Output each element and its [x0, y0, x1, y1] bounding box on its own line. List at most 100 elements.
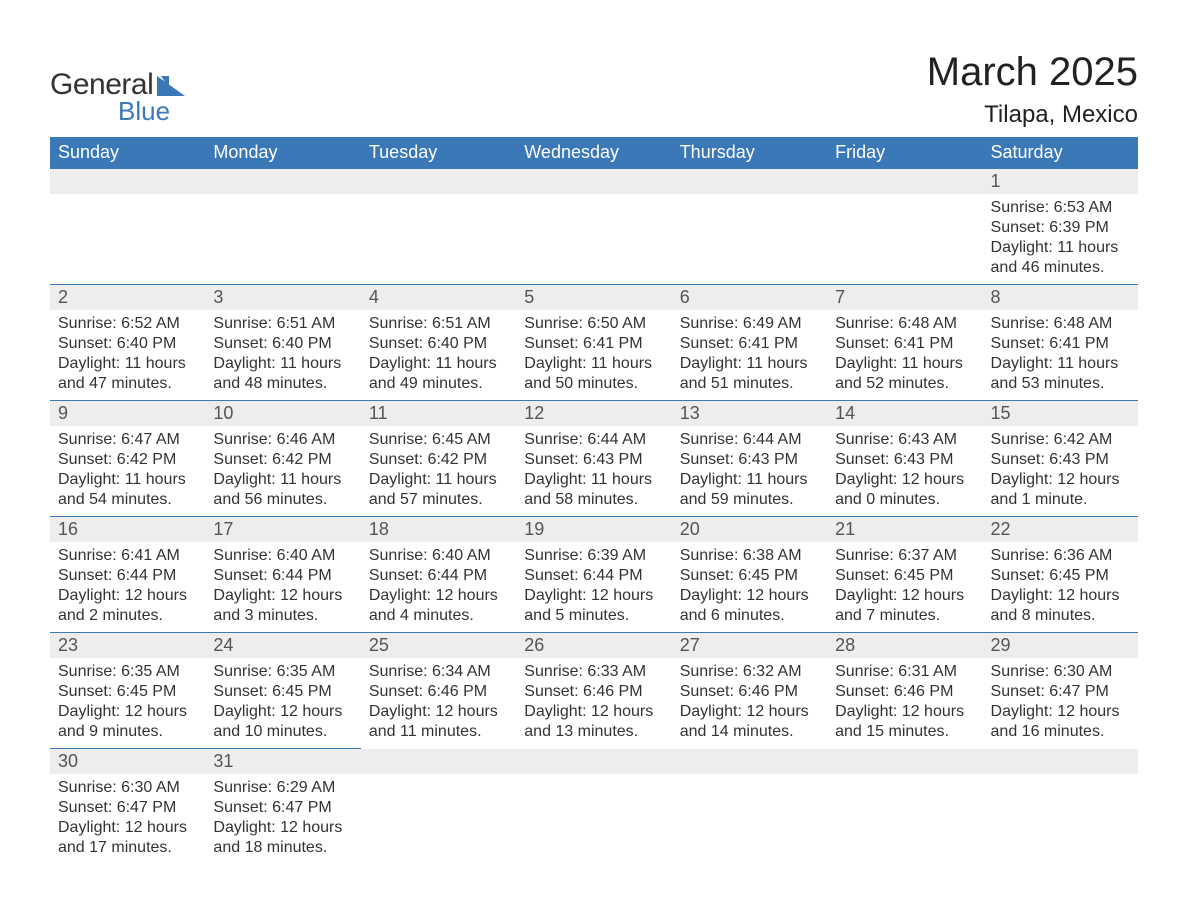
day-number [672, 749, 827, 774]
day-header-thu: Thursday [672, 137, 827, 169]
calendar-cell: 19Sunrise: 6:39 AMSunset: 6:44 PMDayligh… [516, 517, 671, 633]
sunrise-text: Sunrise: 6:44 AM [524, 430, 663, 450]
calendar-cell: 31Sunrise: 6:29 AMSunset: 6:47 PMDayligh… [205, 749, 360, 865]
day-details [361, 194, 516, 282]
day-details: Sunrise: 6:48 AMSunset: 6:41 PMDaylight:… [827, 310, 982, 400]
day-number: 10 [205, 401, 360, 426]
calendar-cell: 14Sunrise: 6:43 AMSunset: 6:43 PMDayligh… [827, 401, 982, 517]
sunset-text: Sunset: 6:45 PM [58, 682, 197, 702]
day-header-fri: Friday [827, 137, 982, 169]
day-details: Sunrise: 6:30 AMSunset: 6:47 PMDaylight:… [50, 774, 205, 864]
logo-text-blue: Blue [118, 96, 185, 127]
calendar-cell: 22Sunrise: 6:36 AMSunset: 6:45 PMDayligh… [983, 517, 1138, 633]
daylight-text: Daylight: 11 hours and 59 minutes. [680, 470, 819, 510]
sunrise-text: Sunrise: 6:53 AM [991, 198, 1130, 218]
sunrise-text: Sunrise: 6:35 AM [58, 662, 197, 682]
sunrise-text: Sunrise: 6:36 AM [991, 546, 1130, 566]
daylight-text: Daylight: 12 hours and 6 minutes. [680, 586, 819, 626]
day-details: Sunrise: 6:50 AMSunset: 6:41 PMDaylight:… [516, 310, 671, 400]
day-details [827, 774, 982, 784]
logo: General Blue [50, 68, 185, 127]
calendar-cell: 21Sunrise: 6:37 AMSunset: 6:45 PMDayligh… [827, 517, 982, 633]
day-number: 20 [672, 517, 827, 542]
calendar-cell: 5Sunrise: 6:50 AMSunset: 6:41 PMDaylight… [516, 285, 671, 401]
sunset-text: Sunset: 6:40 PM [369, 334, 508, 354]
day-number: 14 [827, 401, 982, 426]
sunrise-text: Sunrise: 6:39 AM [524, 546, 663, 566]
day-number: 11 [361, 401, 516, 426]
day-number: 5 [516, 285, 671, 310]
sunset-text: Sunset: 6:45 PM [680, 566, 819, 586]
calendar-row: 2Sunrise: 6:52 AMSunset: 6:40 PMDaylight… [50, 285, 1138, 401]
day-details [516, 774, 671, 784]
day-number: 4 [361, 285, 516, 310]
sunrise-text: Sunrise: 6:30 AM [991, 662, 1130, 682]
day-details: Sunrise: 6:51 AMSunset: 6:40 PMDaylight:… [361, 310, 516, 400]
daylight-text: Daylight: 12 hours and 4 minutes. [369, 586, 508, 626]
day-number: 6 [672, 285, 827, 310]
sunset-text: Sunset: 6:46 PM [835, 682, 974, 702]
daylight-text: Daylight: 12 hours and 9 minutes. [58, 702, 197, 742]
day-number: 19 [516, 517, 671, 542]
day-number: 17 [205, 517, 360, 542]
sunrise-text: Sunrise: 6:31 AM [835, 662, 974, 682]
day-number: 8 [983, 285, 1138, 310]
day-details: Sunrise: 6:47 AMSunset: 6:42 PMDaylight:… [50, 426, 205, 516]
day-details: Sunrise: 6:40 AMSunset: 6:44 PMDaylight:… [205, 542, 360, 632]
sunset-text: Sunset: 6:41 PM [680, 334, 819, 354]
day-header-sat: Saturday [983, 137, 1138, 169]
sunset-text: Sunset: 6:47 PM [58, 798, 197, 818]
calendar-table: Sunday Monday Tuesday Wednesday Thursday… [50, 137, 1138, 864]
day-details: Sunrise: 6:46 AMSunset: 6:42 PMDaylight:… [205, 426, 360, 516]
day-details: Sunrise: 6:32 AMSunset: 6:46 PMDaylight:… [672, 658, 827, 748]
sunrise-text: Sunrise: 6:46 AM [213, 430, 352, 450]
day-details: Sunrise: 6:39 AMSunset: 6:44 PMDaylight:… [516, 542, 671, 632]
day-number: 21 [827, 517, 982, 542]
daylight-text: Daylight: 11 hours and 48 minutes. [213, 354, 352, 394]
sunset-text: Sunset: 6:44 PM [58, 566, 197, 586]
daylight-text: Daylight: 12 hours and 16 minutes. [991, 702, 1130, 742]
calendar-cell: 25Sunrise: 6:34 AMSunset: 6:46 PMDayligh… [361, 633, 516, 749]
daylight-text: Daylight: 12 hours and 13 minutes. [524, 702, 663, 742]
day-details: Sunrise: 6:53 AMSunset: 6:39 PMDaylight:… [983, 194, 1138, 284]
day-number: 25 [361, 633, 516, 658]
sunrise-text: Sunrise: 6:40 AM [369, 546, 508, 566]
day-details: Sunrise: 6:48 AMSunset: 6:41 PMDaylight:… [983, 310, 1138, 400]
calendar-header-row: Sunday Monday Tuesday Wednesday Thursday… [50, 137, 1138, 169]
daylight-text: Daylight: 11 hours and 58 minutes. [524, 470, 663, 510]
daylight-text: Daylight: 11 hours and 49 minutes. [369, 354, 508, 394]
calendar-body: 1Sunrise: 6:53 AMSunset: 6:39 PMDaylight… [50, 169, 1138, 865]
sunrise-text: Sunrise: 6:41 AM [58, 546, 197, 566]
day-number: 22 [983, 517, 1138, 542]
calendar-cell: 3Sunrise: 6:51 AMSunset: 6:40 PMDaylight… [205, 285, 360, 401]
calendar-cell: 28Sunrise: 6:31 AMSunset: 6:46 PMDayligh… [827, 633, 982, 749]
day-number: 16 [50, 517, 205, 542]
calendar-cell: 30Sunrise: 6:30 AMSunset: 6:47 PMDayligh… [50, 749, 205, 865]
calendar-cell: 29Sunrise: 6:30 AMSunset: 6:47 PMDayligh… [983, 633, 1138, 749]
location: Tilapa, Mexico [927, 101, 1138, 129]
day-number [361, 169, 516, 194]
day-number [205, 169, 360, 194]
day-number: 12 [516, 401, 671, 426]
day-number [672, 169, 827, 194]
day-details: Sunrise: 6:40 AMSunset: 6:44 PMDaylight:… [361, 542, 516, 632]
sunrise-text: Sunrise: 6:51 AM [213, 314, 352, 334]
day-number [516, 169, 671, 194]
day-details [827, 194, 982, 282]
sunset-text: Sunset: 6:45 PM [213, 682, 352, 702]
day-details: Sunrise: 6:52 AMSunset: 6:40 PMDaylight:… [50, 310, 205, 400]
daylight-text: Daylight: 12 hours and 8 minutes. [991, 586, 1130, 626]
calendar-cell [672, 749, 827, 865]
daylight-text: Daylight: 12 hours and 15 minutes. [835, 702, 974, 742]
daylight-text: Daylight: 12 hours and 10 minutes. [213, 702, 352, 742]
daylight-text: Daylight: 11 hours and 56 minutes. [213, 470, 352, 510]
sunrise-text: Sunrise: 6:35 AM [213, 662, 352, 682]
day-details: Sunrise: 6:43 AMSunset: 6:43 PMDaylight:… [827, 426, 982, 516]
daylight-text: Daylight: 12 hours and 0 minutes. [835, 470, 974, 510]
sunset-text: Sunset: 6:44 PM [213, 566, 352, 586]
day-details: Sunrise: 6:30 AMSunset: 6:47 PMDaylight:… [983, 658, 1138, 748]
daylight-text: Daylight: 11 hours and 54 minutes. [58, 470, 197, 510]
sunrise-text: Sunrise: 6:49 AM [680, 314, 819, 334]
calendar-cell [827, 749, 982, 865]
calendar-row: 23Sunrise: 6:35 AMSunset: 6:45 PMDayligh… [50, 633, 1138, 749]
